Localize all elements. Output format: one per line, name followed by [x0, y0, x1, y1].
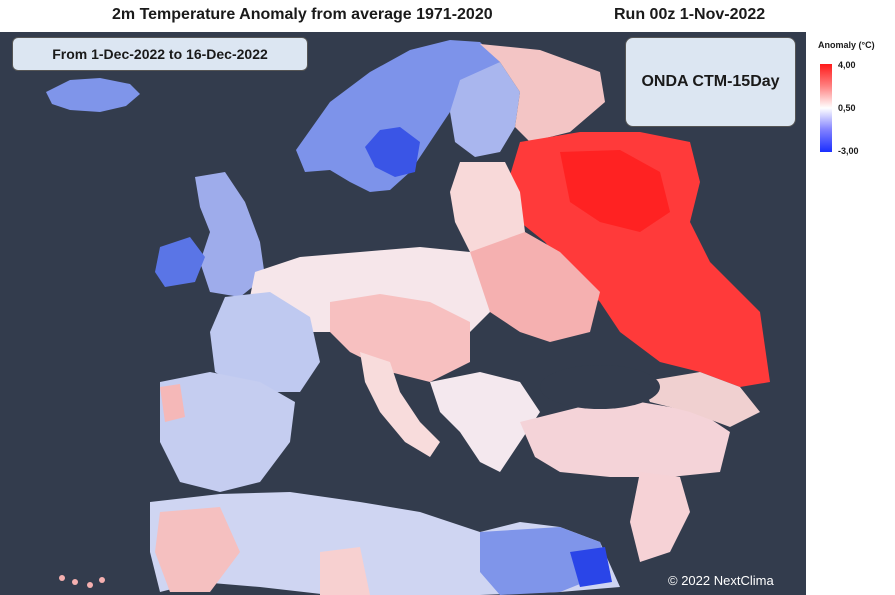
iberia: [160, 372, 295, 492]
model-box: ONDA CTM-15Day: [625, 37, 796, 127]
legend-title: Anomaly (°C): [818, 40, 875, 50]
canary-island-2: [72, 579, 78, 585]
central-algeria: [320, 547, 370, 595]
egypt-core: [570, 547, 612, 587]
russia-core: [560, 150, 670, 232]
alps-balkans-north: [330, 294, 470, 382]
legend-max-label: 4,00: [838, 60, 856, 70]
finland: [450, 62, 520, 157]
morocco: [155, 507, 240, 592]
legend-mid-label: 0,50: [838, 103, 856, 113]
black-sea: [540, 365, 660, 409]
italy: [360, 352, 440, 457]
ukraine: [470, 232, 600, 342]
kola-peninsula: [480, 44, 605, 142]
turkey: [520, 402, 730, 477]
copyright-label: © 2022 NextClima: [668, 573, 774, 588]
iceland: [46, 78, 140, 112]
sweden-core: [365, 127, 420, 177]
levant: [630, 472, 690, 562]
galicia: [160, 384, 185, 422]
canary-island-4: [99, 577, 105, 583]
period-box: From 1-Dec-2022 to 16-Dec-2022: [12, 37, 308, 71]
great-britain: [195, 172, 265, 297]
canary-island-3: [87, 582, 93, 588]
title-bar: 2m Temperature Anomaly from average 1971…: [0, 0, 895, 32]
ireland: [155, 237, 205, 287]
color-legend: Anomaly (°C) 4,00 0,50 -3,00: [808, 38, 895, 168]
scandinavia: [296, 40, 500, 192]
france: [210, 292, 320, 392]
canary-island-1: [59, 575, 65, 581]
caucasus: [640, 372, 760, 427]
map-title: 2m Temperature Anomaly from average 1971…: [112, 6, 493, 23]
baltics-belarus: [450, 162, 525, 262]
run-label: Run 00z 1-Nov-2022: [614, 6, 766, 23]
legend-color-bar: [820, 64, 832, 152]
legend-min-label: -3,00: [838, 146, 859, 156]
balkans: [430, 372, 540, 472]
